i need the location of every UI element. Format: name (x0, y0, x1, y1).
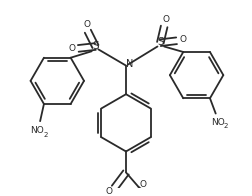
Text: O: O (83, 20, 90, 29)
Text: 2: 2 (44, 132, 48, 138)
Text: S: S (92, 41, 99, 51)
Text: O: O (180, 35, 187, 44)
Text: O: O (140, 180, 147, 189)
Text: O: O (105, 187, 112, 196)
Text: O: O (163, 15, 170, 24)
Text: N: N (126, 59, 134, 69)
Text: 2: 2 (224, 123, 228, 129)
Text: O: O (68, 44, 75, 53)
Text: S: S (157, 37, 164, 47)
Text: NO: NO (30, 126, 44, 135)
Text: NO: NO (211, 118, 225, 127)
